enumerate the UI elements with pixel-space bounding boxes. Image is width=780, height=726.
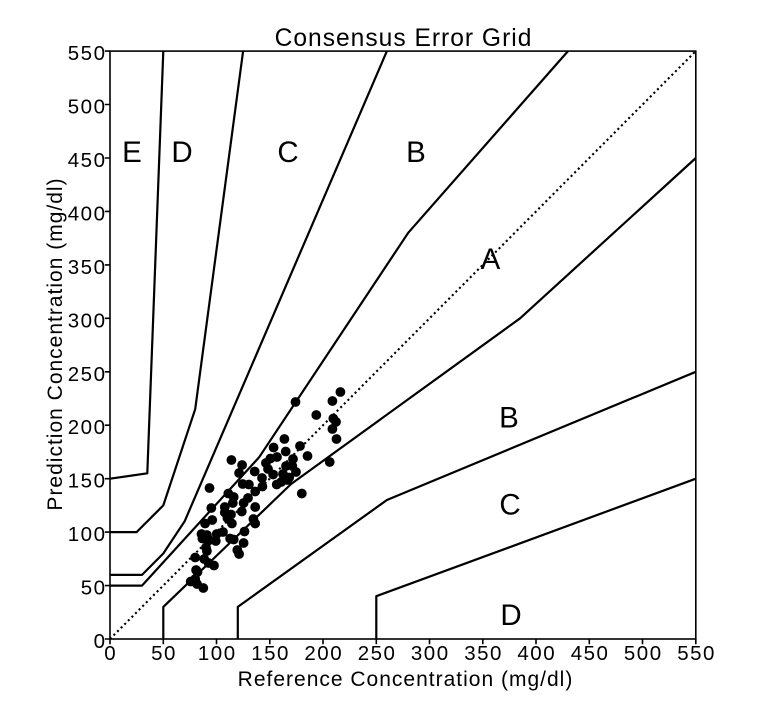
svg-text:B: B xyxy=(406,136,426,169)
svg-text:100: 100 xyxy=(198,642,237,665)
svg-text:450: 450 xyxy=(571,642,610,665)
svg-text:350: 350 xyxy=(464,642,503,665)
svg-text:250: 250 xyxy=(68,363,107,386)
svg-text:200: 200 xyxy=(304,642,343,665)
svg-text:500: 500 xyxy=(68,96,107,119)
svg-text:400: 400 xyxy=(68,202,107,225)
svg-text:E: E xyxy=(122,136,142,169)
svg-text:300: 300 xyxy=(68,309,107,332)
svg-text:Prediction Concentration (mg/d: Prediction Concentration (mg/dl) xyxy=(44,177,67,510)
svg-text:50: 50 xyxy=(151,642,177,665)
svg-text:A: A xyxy=(481,243,501,276)
svg-text:Consensus Error Grid: Consensus Error Grid xyxy=(275,25,533,52)
svg-text:C: C xyxy=(277,136,298,169)
svg-text:450: 450 xyxy=(68,149,107,172)
svg-text:D: D xyxy=(171,136,192,169)
svg-text:300: 300 xyxy=(411,642,450,665)
svg-text:Reference Concentration (mg/dl: Reference Concentration (mg/dl) xyxy=(238,668,574,691)
svg-text:500: 500 xyxy=(624,642,663,665)
svg-text:550: 550 xyxy=(68,42,107,65)
svg-text:350: 350 xyxy=(68,256,107,279)
svg-text:C: C xyxy=(499,489,520,522)
svg-text:150: 150 xyxy=(251,642,290,665)
svg-text:400: 400 xyxy=(517,642,556,665)
svg-text:0: 0 xyxy=(94,630,107,653)
svg-text:200: 200 xyxy=(68,416,107,439)
svg-text:100: 100 xyxy=(68,523,107,546)
svg-text:150: 150 xyxy=(68,470,107,493)
svg-text:0: 0 xyxy=(104,642,117,665)
svg-text:B: B xyxy=(499,402,519,435)
svg-text:250: 250 xyxy=(358,642,397,665)
svg-text:550: 550 xyxy=(677,642,716,665)
svg-text:50: 50 xyxy=(81,577,107,600)
svg-text:D: D xyxy=(500,599,521,632)
